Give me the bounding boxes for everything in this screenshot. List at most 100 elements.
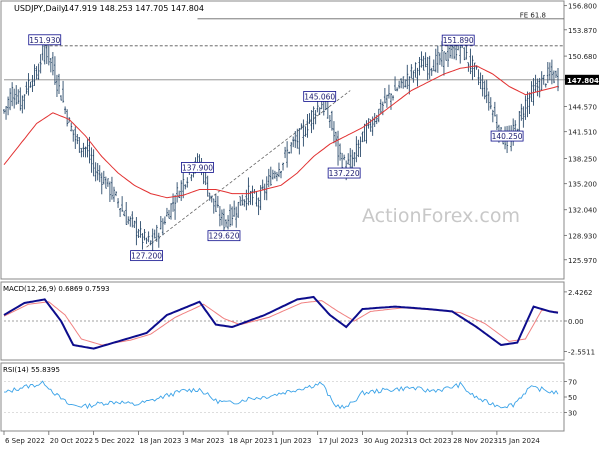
price-label: 137.220 [327, 167, 361, 179]
price-candle [157, 232, 160, 248]
rsi-axis-label: 50 [568, 394, 577, 402]
price-candle [332, 121, 335, 144]
price-candle [106, 178, 109, 187]
price-candle [151, 228, 154, 252]
price-candle [35, 66, 38, 80]
price-label-box [181, 162, 214, 173]
price-label: 127.200 [130, 250, 163, 262]
price-candle [394, 76, 397, 91]
price-candle [29, 81, 32, 88]
price-candle [428, 55, 431, 79]
price-candle [300, 123, 303, 130]
price-candle [548, 62, 551, 81]
price-candle [214, 194, 217, 213]
price-candle [182, 172, 185, 199]
price-candle [351, 149, 354, 170]
price-candle [436, 45, 439, 73]
price-candle [442, 51, 445, 76]
price-candle [70, 122, 73, 132]
price-candle [554, 70, 557, 79]
price-candle [49, 58, 52, 73]
macd-title: MACD(12,26,9) 0.6869 0.7593 [3, 285, 110, 293]
price-candle [487, 91, 490, 111]
price-candle [155, 224, 158, 242]
price-candle [326, 99, 329, 119]
price-candle [251, 185, 254, 206]
price-candle [78, 137, 81, 153]
price-candle [125, 201, 128, 225]
price-candle [100, 172, 103, 195]
price-candle [82, 142, 85, 158]
price-label-text: 151.930 [29, 36, 60, 45]
price-label-box [207, 230, 241, 242]
price-candle [178, 190, 181, 199]
price-label: 129.620 [207, 230, 241, 242]
price-candle [241, 194, 244, 206]
price-label-box [130, 250, 163, 262]
price-candle [5, 106, 8, 120]
price-candle [447, 44, 450, 68]
x-axis-label: 6 Sep 2022 [5, 437, 45, 445]
price-candle [31, 74, 34, 93]
price-candle [273, 170, 276, 179]
price-candle [308, 113, 311, 124]
price-candle [163, 216, 166, 225]
price-candle [110, 176, 113, 200]
price-candle [231, 206, 234, 226]
price-candle [469, 48, 472, 75]
price-candle [51, 52, 54, 76]
price-candle [137, 228, 140, 238]
price-candle [167, 209, 170, 219]
price-candle [247, 177, 250, 206]
price-candle [381, 101, 384, 116]
price-candle [119, 208, 122, 217]
price-candle [121, 196, 124, 212]
price-candle [424, 52, 427, 68]
price-candle [135, 217, 138, 246]
price-candle [255, 191, 258, 207]
ohlc-values: 147.919 148.253 147.705 147.804 [64, 4, 204, 13]
x-axis-label: 3 Mar 2023 [184, 437, 224, 445]
price-label-text: 127.200 [131, 252, 162, 261]
macd-axis-label: -2.5511 [568, 349, 595, 357]
price-candle [190, 174, 193, 182]
trendline [146, 90, 351, 248]
price-label-box [441, 34, 475, 46]
x-axis-label: 1 Jun 2023 [274, 437, 312, 445]
price-candle [280, 170, 282, 179]
price-candle [37, 63, 40, 80]
price-candle [90, 147, 93, 173]
price-candle [430, 67, 433, 76]
price-candle [339, 143, 342, 161]
macd-axis-label: 2.4262 [568, 289, 593, 297]
price-candle [493, 101, 496, 117]
price-candle [310, 110, 313, 134]
price-candle [334, 131, 337, 147]
price-candle [245, 189, 248, 211]
price-candle [477, 69, 480, 86]
price-candle [418, 56, 421, 76]
price-candle [383, 88, 386, 104]
price-candle [174, 194, 177, 220]
price-candle [225, 219, 228, 228]
price-candle [62, 80, 65, 103]
price-candle [373, 113, 376, 127]
price-candle [3, 109, 5, 114]
price-candle [296, 128, 299, 149]
price-candle [286, 141, 289, 168]
price-candle [102, 170, 105, 185]
price-candle [557, 67, 559, 92]
price-candle [115, 191, 118, 197]
price-candle [92, 149, 95, 177]
price-candle [532, 78, 535, 106]
price-candle [7, 96, 10, 116]
price-axis-label: 132.040 [568, 207, 597, 215]
price-candle [94, 162, 97, 182]
rsi-title: RSI(14) 55.8395 [3, 366, 60, 374]
price-candle [434, 48, 437, 73]
price-candle [294, 131, 297, 148]
price-candle [145, 237, 148, 244]
price-candle [165, 207, 168, 217]
price-candle [235, 206, 238, 228]
